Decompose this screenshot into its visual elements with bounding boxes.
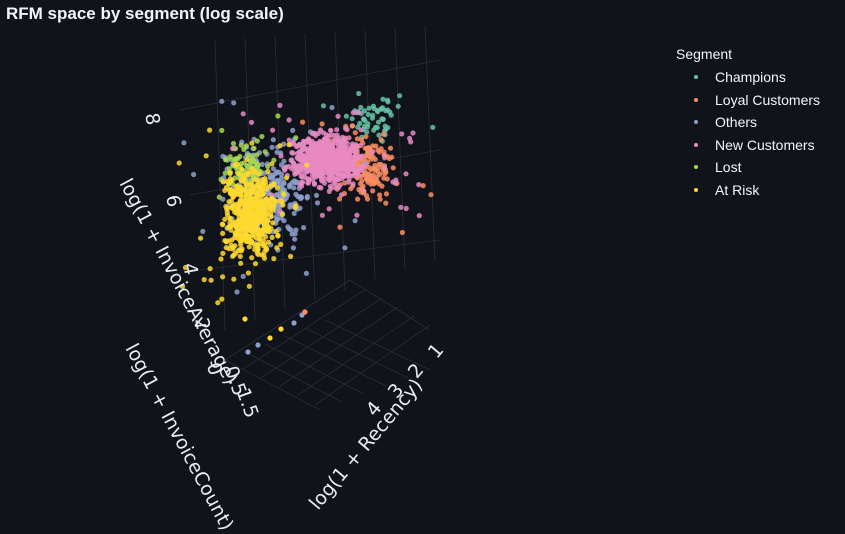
legend-item-loyal-customers[interactable]: Loyal Customers [676, 89, 820, 112]
legend-label: At Risk [715, 181, 760, 198]
legend-item-lost[interactable]: Lost [676, 156, 820, 179]
legend-marker-icon [694, 165, 698, 170]
legend-item-at-risk[interactable]: At Risk [676, 179, 820, 202]
legend-label: Loyal Customers [715, 91, 821, 108]
legend-label: Lost [715, 159, 742, 176]
legend-marker-icon [694, 97, 698, 102]
scatter3d-plot[interactable] [0, 0, 845, 420]
legend-marker-icon [694, 75, 698, 80]
data-points [176, 90, 436, 355]
legend-marker-icon [694, 142, 698, 147]
chart-title: RFM space by segment (log scale) [6, 4, 284, 23]
legend-label: New Customers [715, 136, 815, 153]
legend-item-new-customers[interactable]: New Customers [676, 134, 820, 157]
legend-label: Others [715, 114, 758, 131]
legend-marker-icon [694, 120, 698, 125]
legend-label: Champions [715, 69, 786, 86]
legend-item-others[interactable]: Others [676, 111, 820, 134]
legend-title: Segment [676, 46, 733, 62]
legend: Segment Champions Loyal Customers Others… [676, 46, 820, 201]
legend-marker-icon [694, 187, 698, 192]
legend-item-champions[interactable]: Champions [676, 66, 820, 89]
